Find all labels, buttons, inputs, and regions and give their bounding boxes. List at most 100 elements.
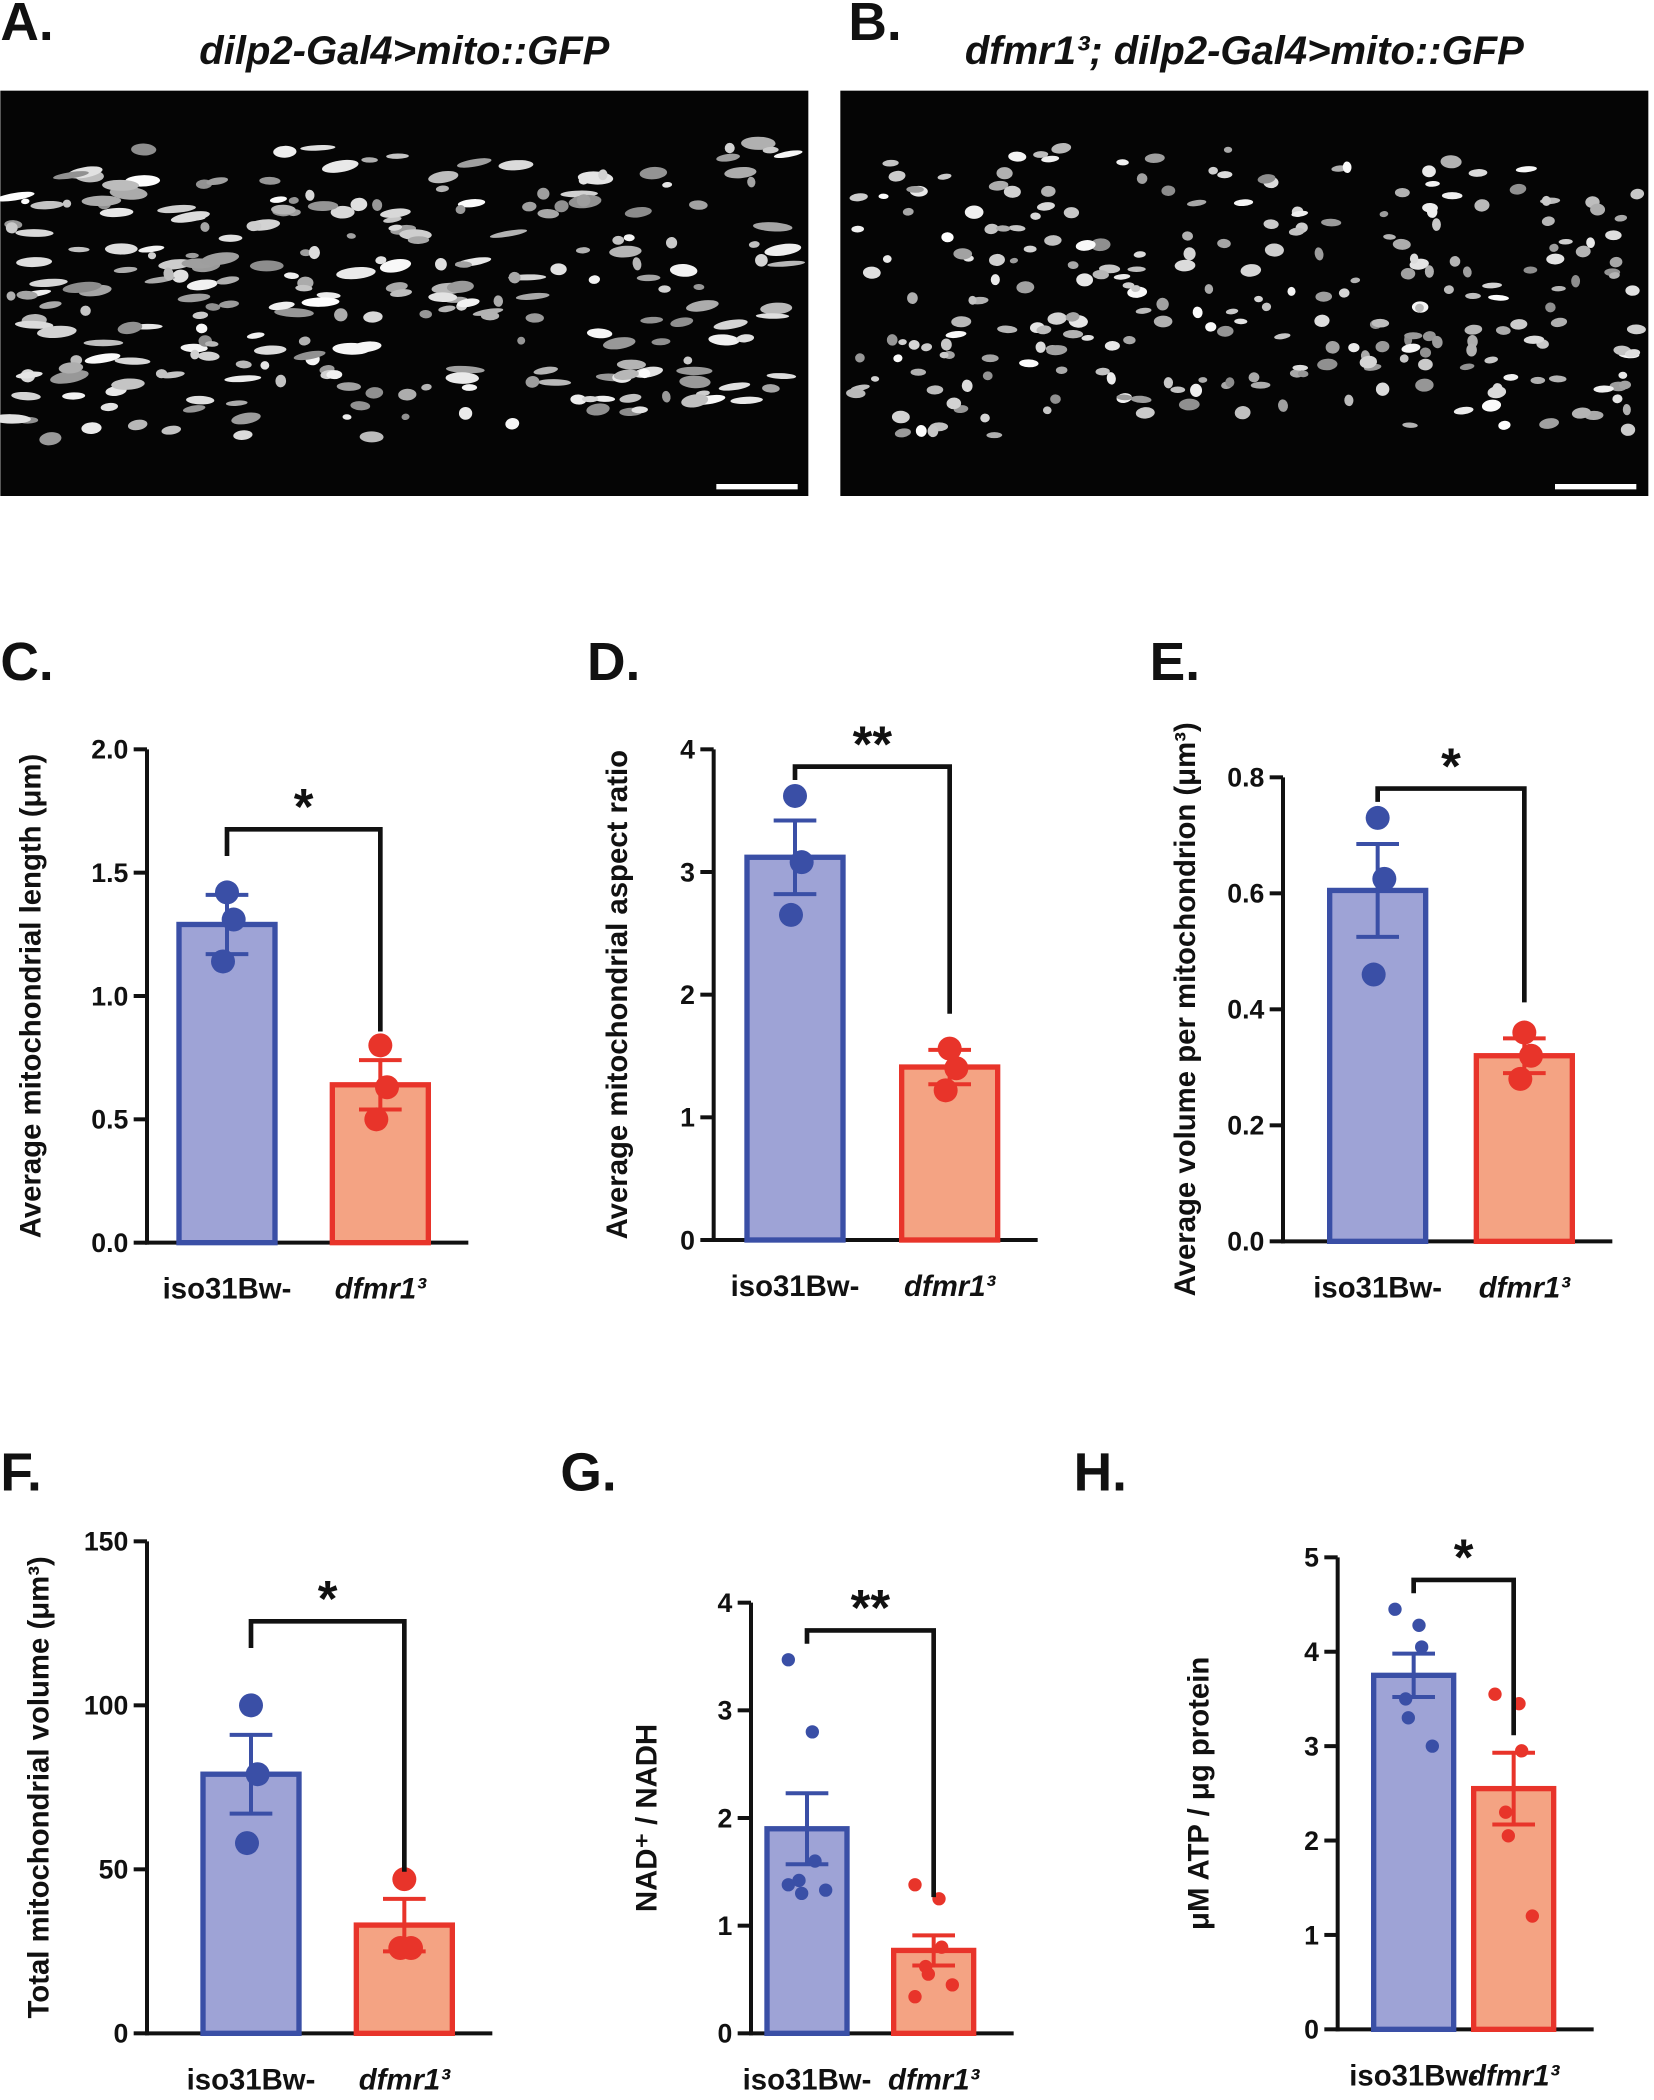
blob: [619, 393, 642, 403]
blob: [940, 338, 952, 351]
blob: [401, 413, 410, 421]
blob: [915, 425, 927, 437]
blob: [1419, 347, 1432, 358]
blob: [689, 200, 708, 210]
blob: [1371, 318, 1390, 328]
blob: [363, 311, 383, 323]
blob: [661, 390, 671, 403]
y-tick-label: 1.0: [91, 981, 128, 1011]
blob: [1263, 219, 1279, 229]
blob: [293, 350, 326, 361]
data-point: [1361, 962, 1386, 987]
blob: [953, 248, 973, 260]
blob: [1234, 406, 1251, 420]
bar: [200, 1771, 302, 2037]
blob: [16, 257, 53, 268]
blob: [1379, 211, 1389, 218]
y-tick-label: 5: [1304, 1543, 1319, 1573]
blob: [336, 382, 362, 391]
blob: [1136, 173, 1148, 184]
blob: [980, 413, 990, 423]
blob: [334, 308, 348, 322]
blob: [736, 334, 755, 343]
blob: [1459, 363, 1475, 371]
blob: [907, 292, 918, 304]
blob: [457, 199, 486, 208]
blob: [1174, 259, 1196, 272]
blob: [1204, 284, 1214, 294]
blob: [342, 414, 352, 420]
blob: [941, 232, 954, 243]
blob: [893, 354, 903, 363]
blob: [609, 245, 642, 258]
blob: [1030, 212, 1041, 220]
x-tick-label: iso31Bw-: [731, 1270, 860, 1303]
data-point: [1425, 1739, 1439, 1753]
blob: [613, 369, 639, 381]
image-title: dfmr1³; dilp2-Gal4>mito::GFP: [965, 29, 1524, 73]
blob: [891, 410, 910, 424]
blob: [997, 325, 1018, 334]
blob: [1432, 335, 1443, 349]
blob: [1474, 199, 1490, 212]
panel-label: D.: [587, 633, 640, 692]
data-point: [795, 1886, 809, 1901]
blob: [665, 236, 678, 249]
blob: [946, 397, 962, 410]
blob: [1359, 355, 1377, 369]
blob: [1549, 243, 1559, 252]
bar: [1370, 1672, 1457, 2032]
blob: [1264, 243, 1284, 257]
x-tick-label: dfmr1³: [335, 1273, 427, 1306]
panel-label: C.: [0, 633, 53, 692]
blob: [1314, 247, 1324, 261]
data-point: [779, 902, 803, 927]
y-tick-label: 0.2: [1227, 1111, 1264, 1141]
blob: [225, 400, 248, 406]
blob: [147, 252, 157, 260]
blob: [679, 375, 711, 389]
y-tick-label: 2: [1304, 1826, 1319, 1856]
blob: [1487, 386, 1507, 399]
blob: [773, 150, 803, 159]
blob: [372, 199, 383, 211]
blob: [1042, 406, 1052, 415]
blob: [39, 432, 62, 446]
blob: [1225, 308, 1239, 315]
data-point: [783, 783, 807, 808]
blob: [498, 160, 534, 171]
blob: [681, 394, 709, 408]
blob: [390, 289, 412, 297]
blob: [1325, 340, 1340, 354]
blob: [1401, 343, 1421, 353]
y-tick-label: 4: [680, 735, 695, 765]
y-axis-label: NAD⁺ / NADH: [630, 1724, 663, 1912]
blob: [1551, 285, 1566, 292]
blob: [1050, 394, 1061, 404]
blob: [670, 317, 694, 328]
blob: [62, 392, 86, 400]
data-point: [808, 1854, 822, 1868]
blob: [755, 253, 768, 267]
blob: [455, 261, 472, 268]
blob: [636, 274, 661, 282]
blob: [968, 295, 977, 305]
blob: [951, 316, 972, 328]
blob: [200, 222, 210, 232]
blob: [1067, 261, 1079, 270]
blob: [1350, 277, 1361, 284]
blob: [185, 252, 199, 259]
y-axis-label: Total mitochondrial volume (μm³): [22, 1556, 55, 2018]
blob: [1063, 207, 1080, 219]
blob: [639, 166, 668, 180]
data-point: [368, 1033, 393, 1058]
data-point: [1372, 866, 1397, 891]
blob: [1288, 227, 1305, 236]
blob: [0, 414, 31, 424]
blob: [336, 266, 376, 280]
data-point: [375, 1075, 399, 1100]
blob: [269, 196, 287, 203]
blob: [937, 173, 952, 180]
y-tick-label: 1: [718, 1911, 733, 1941]
data-point: [1499, 1805, 1513, 1819]
